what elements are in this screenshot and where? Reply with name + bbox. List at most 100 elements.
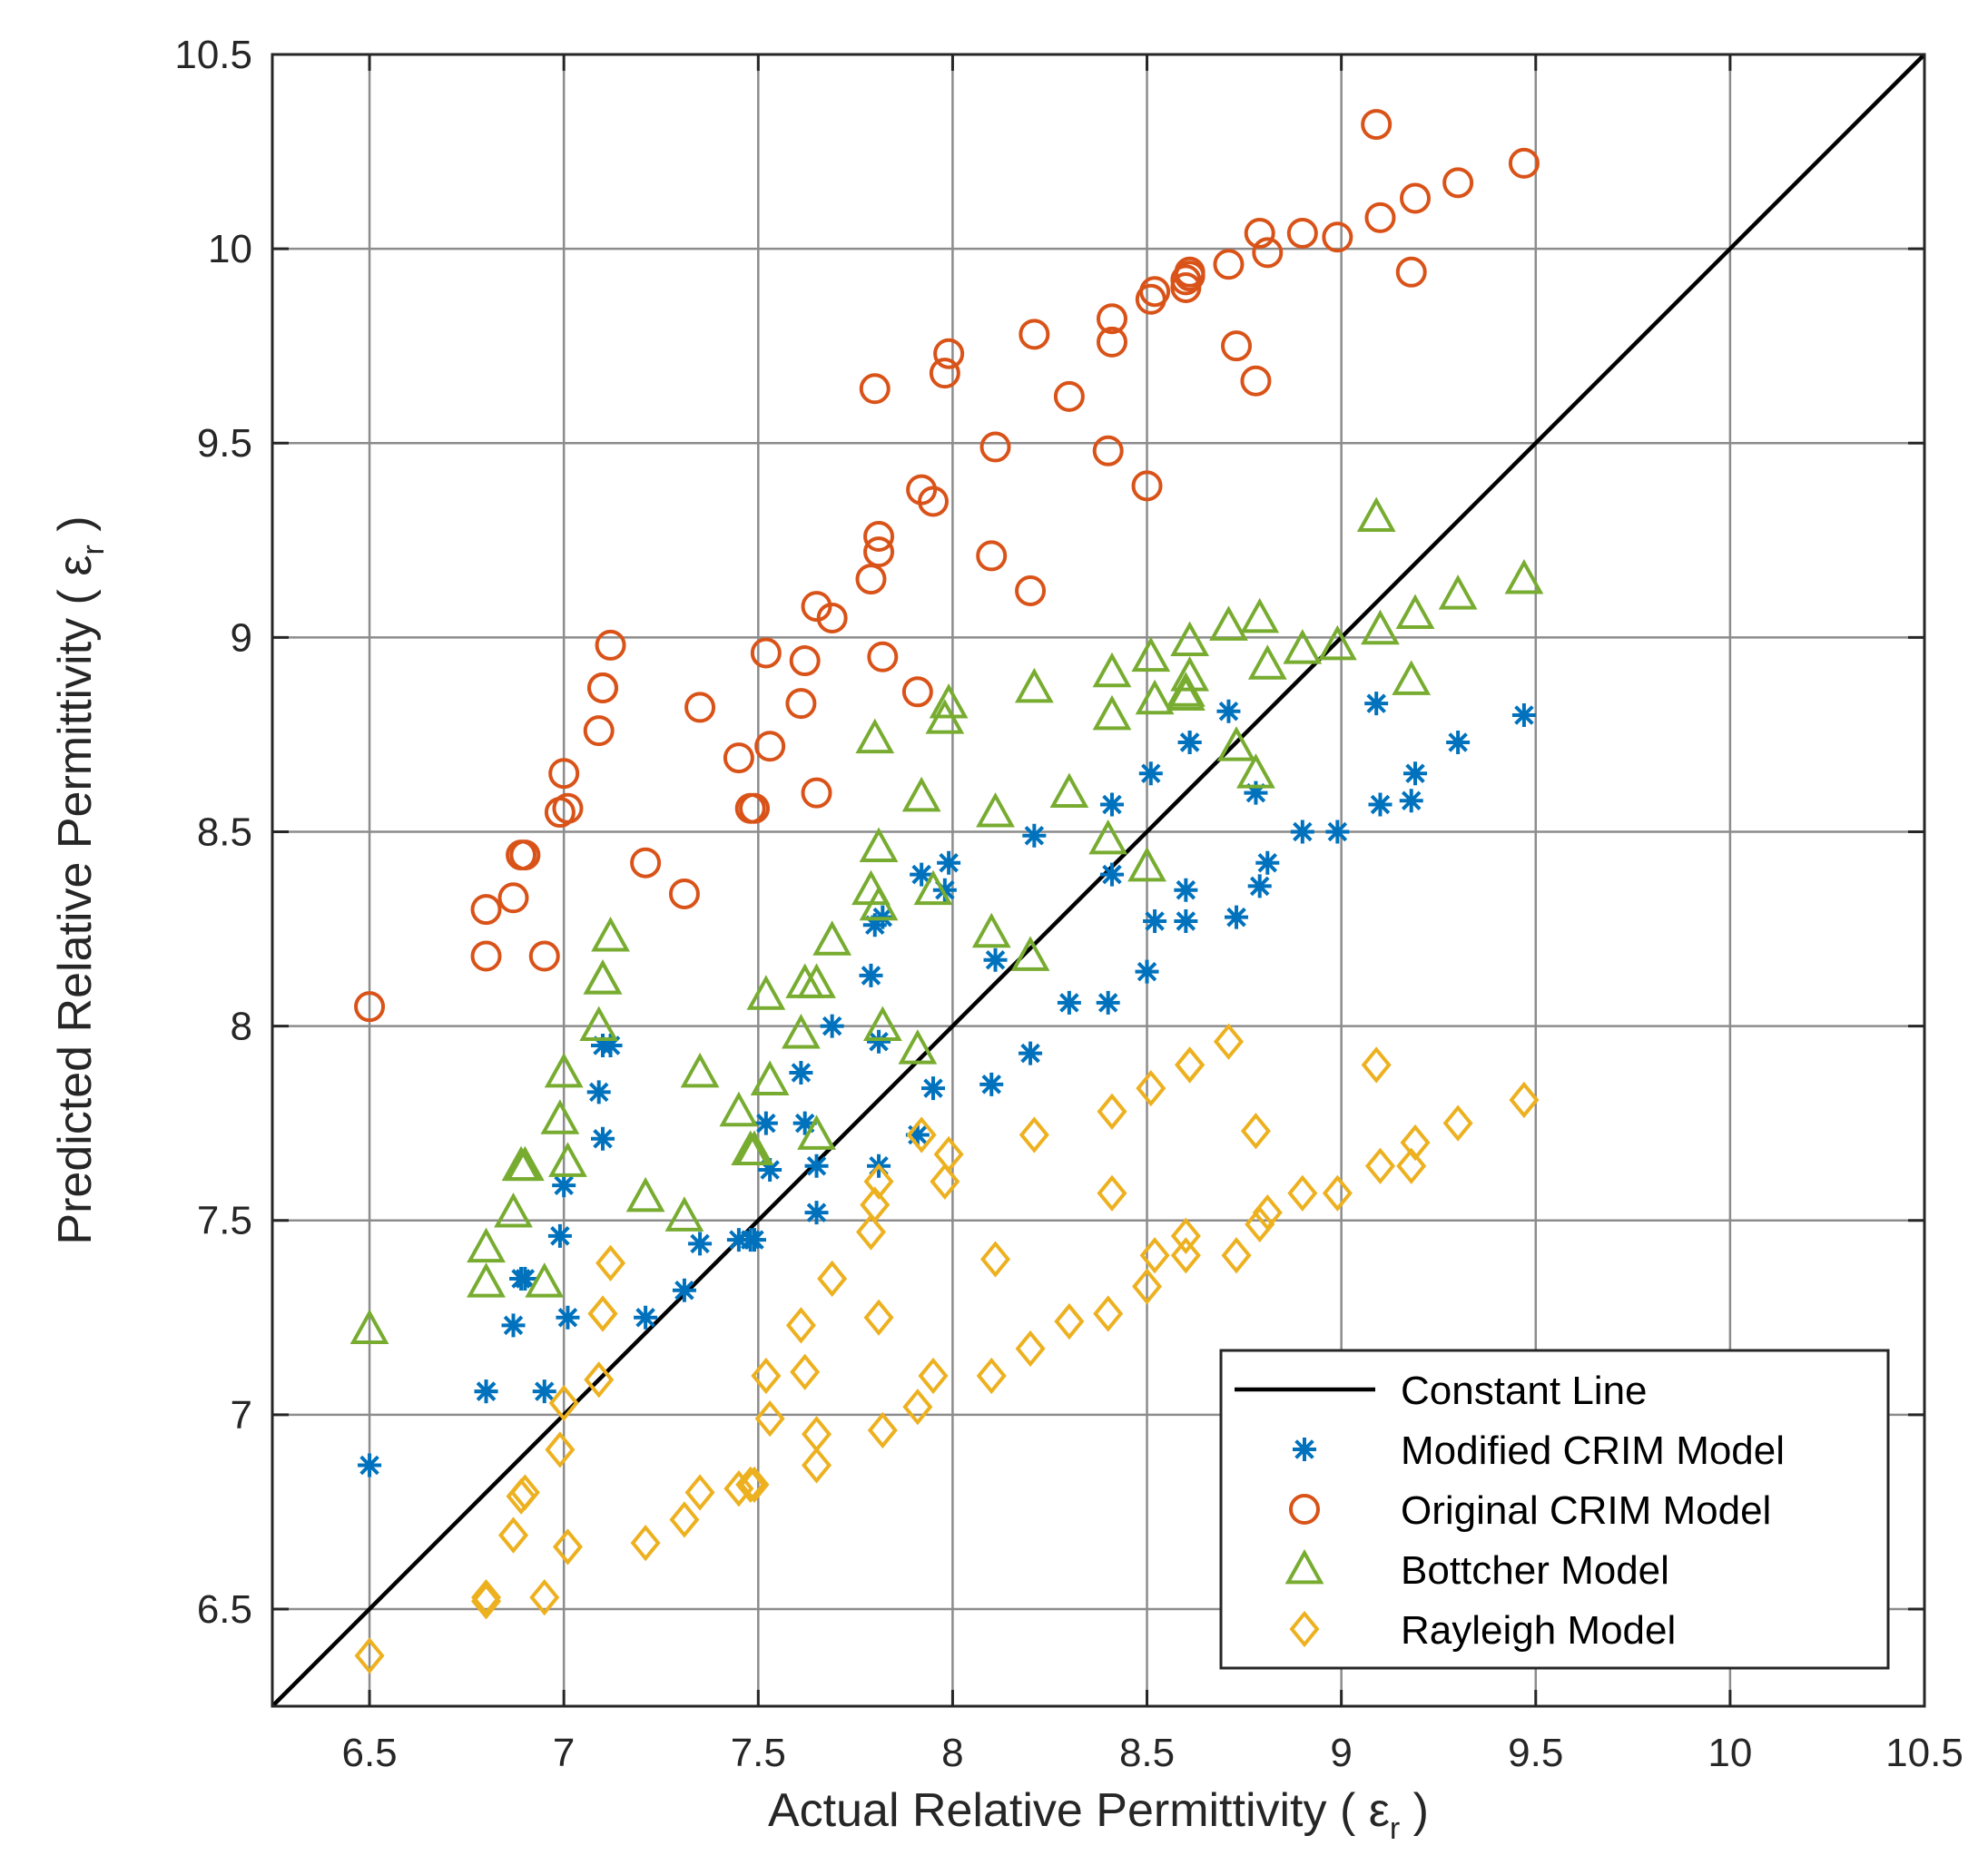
modified-crim-point (552, 1173, 576, 1198)
rayleigh-point (1509, 1081, 1540, 1119)
y-tick-label: 10 (208, 227, 252, 271)
rayleigh-point (1396, 1147, 1427, 1184)
legend: Constant Line Modified CRIM Model Origin… (1219, 1349, 1890, 1670)
rayleigh-point (802, 1447, 832, 1484)
rayleigh-point (669, 1501, 700, 1538)
rayleigh-point (739, 1466, 770, 1504)
bottcher-point (544, 1052, 584, 1088)
rayleigh-point (1093, 1295, 1124, 1332)
modified-crim-point (743, 1228, 767, 1252)
x-tick-label: 9.5 (1508, 1731, 1563, 1775)
series-original-crim (354, 109, 1540, 1023)
rayleigh-point (684, 1474, 715, 1511)
bottcher-point (548, 1142, 587, 1177)
original-crim-point (684, 692, 716, 723)
original-crim-point (1244, 217, 1275, 249)
constant-line (271, 53, 1926, 1708)
original-crim-point (1131, 470, 1163, 502)
bottcher-point (583, 959, 623, 995)
original-crim-point (630, 847, 662, 879)
rayleigh-point (1175, 1046, 1206, 1084)
modified-crim-point (1143, 908, 1167, 933)
rayleigh-point (587, 1295, 618, 1332)
bottcher-point (1438, 574, 1478, 610)
original-crim-point (1221, 330, 1253, 362)
bottcher-point (467, 1227, 506, 1263)
bottcher-point (1088, 819, 1128, 855)
modified-crim-point (1135, 959, 1159, 984)
original-crim-point (789, 645, 821, 677)
original-crim-point (1096, 303, 1127, 335)
modified-crim-point (501, 1313, 526, 1338)
modified-crim-point (792, 1111, 817, 1135)
modified-crim-point (1403, 761, 1428, 786)
modified-crim-point (598, 1034, 623, 1057)
original-crim-point (470, 940, 502, 972)
bottcher-point (859, 827, 899, 862)
bottcher-point (1131, 636, 1171, 672)
rayleigh-point (1245, 1205, 1275, 1243)
legend-label-rayleigh: Rayleigh Model (1401, 1608, 1676, 1653)
original-crim-point (816, 602, 848, 633)
original-crim-point (1053, 380, 1085, 412)
legend-label-constant-line: Constant Line (1401, 1369, 1648, 1413)
rayleigh-point (976, 1357, 1007, 1395)
bottcher-point (1395, 594, 1435, 630)
rayleigh-point (802, 1416, 832, 1453)
original-crim-point (1139, 276, 1171, 308)
original-crim-point (801, 777, 832, 809)
original-crim-point (1092, 435, 1124, 466)
modified-crim-point (1368, 792, 1393, 817)
modified-crim-point (1247, 874, 1272, 898)
modified-crim-point (513, 1266, 537, 1291)
legend-symbol-bottcher (1284, 1548, 1324, 1585)
rayleigh-point (855, 1213, 887, 1251)
modified-crim-point (921, 1076, 945, 1101)
rayleigh-point (930, 1163, 960, 1201)
original-crim-point (1286, 217, 1318, 249)
modified-crim-point (1446, 730, 1471, 754)
bottcher-point (1170, 656, 1210, 692)
original-crim-point (595, 629, 626, 661)
rayleigh-point (1136, 1069, 1166, 1107)
original-crim-point (785, 688, 817, 720)
modified-crim-point (1255, 850, 1280, 875)
y-tick-label: 8.5 (197, 810, 252, 854)
rayleigh-point (723, 1470, 754, 1507)
bottcher-point (862, 1006, 902, 1041)
bottcher-point (901, 776, 941, 812)
bottcher-point (1049, 772, 1089, 809)
original-crim-point (354, 991, 386, 1023)
original-crim-point (497, 882, 529, 914)
bottcher-point (1504, 558, 1544, 594)
rayleigh-point (1097, 1093, 1127, 1130)
rayleigh-point (1361, 1046, 1392, 1084)
bottcher-point (349, 1309, 389, 1345)
bottcher-point (1014, 667, 1054, 703)
x-tick-label: 7.5 (731, 1731, 786, 1775)
rayleigh-point (785, 1307, 816, 1344)
original-crim-point (668, 878, 700, 909)
rayleigh-point (529, 1578, 560, 1616)
rayleigh-point (509, 1474, 540, 1511)
modified-crim-point (1096, 990, 1120, 1015)
modified-crim-point (556, 1305, 580, 1330)
rayleigh-point (751, 1357, 782, 1395)
bottcher-point (797, 1114, 836, 1150)
rayleigh-point (1221, 1237, 1252, 1274)
x-tick-label: 7 (553, 1731, 575, 1775)
modified-crim-point (804, 1201, 829, 1225)
bottcher-point (1392, 660, 1432, 695)
legend-symbol-rayleigh (1289, 1610, 1320, 1648)
bottcher-point (782, 1014, 821, 1049)
modified-crim-point (753, 1111, 778, 1135)
bottcher-point (1247, 644, 1287, 680)
original-crim-point (548, 758, 580, 790)
bottcher-point (1240, 597, 1280, 633)
modified-crim-point (905, 1123, 930, 1147)
rayleigh-point (1015, 1330, 1046, 1368)
bottcher-point (1092, 652, 1132, 688)
bottcher-point (1236, 753, 1275, 789)
bottcher-point (1216, 726, 1256, 761)
